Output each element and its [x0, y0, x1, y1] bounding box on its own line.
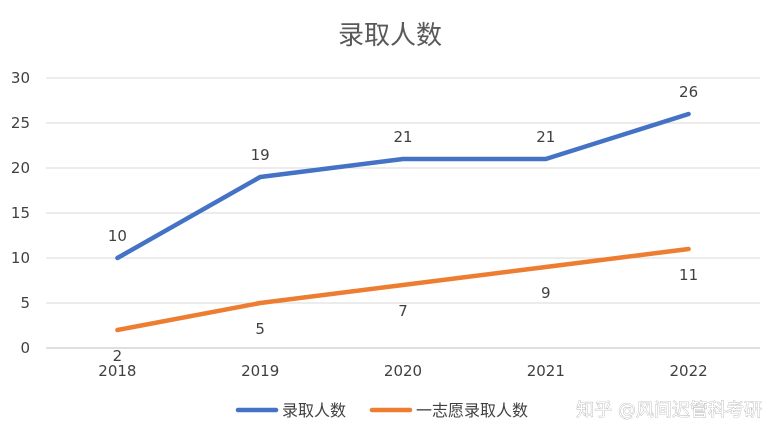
grid-lines [46, 77, 760, 349]
y-axis-ticks: 0 5 10 15 20 25 30 [11, 69, 30, 357]
chart-title: 录取人数 [338, 21, 442, 51]
data-label: 11 [679, 266, 698, 284]
x-axis-ticks: 2018 2019 2020 2021 2022 [98, 362, 707, 380]
y-tick-label: 10 [11, 249, 30, 267]
data-label: 7 [398, 302, 408, 320]
series-line-0 [115, 111, 691, 261]
data-labels: 10 19 21 21 26 2 5 7 9 11 [108, 83, 698, 365]
x-tick-label: 2020 [384, 362, 422, 380]
data-label: 26 [679, 83, 698, 101]
x-tick-label: 2021 [527, 362, 565, 380]
x-tick-label: 2019 [241, 362, 279, 380]
data-label: 21 [393, 128, 412, 146]
y-tick-label: 15 [11, 204, 30, 222]
y-tick-label: 0 [20, 339, 30, 357]
watermark: 知乎 @风间迟管科考研 [576, 400, 762, 421]
y-tick-label: 20 [11, 159, 30, 177]
legend-label-0: 录取人数 [282, 401, 346, 420]
y-tick-label: 30 [11, 69, 30, 87]
legend: 录取人数 一志愿录取人数 [235, 401, 528, 420]
y-tick-label: 5 [20, 294, 30, 312]
x-tick-label: 2018 [98, 362, 136, 380]
data-label: 10 [108, 227, 127, 245]
data-label: 5 [255, 320, 265, 338]
series-group [115, 111, 691, 333]
data-label: 2 [113, 347, 123, 365]
legend-label-1: 一志愿录取人数 [416, 401, 528, 420]
data-label: 21 [536, 128, 555, 146]
data-label: 9 [541, 284, 551, 302]
series-line-1 [115, 246, 691, 333]
data-label: 19 [251, 146, 270, 164]
x-tick-label: 2022 [670, 362, 708, 380]
y-tick-label: 25 [11, 114, 30, 132]
